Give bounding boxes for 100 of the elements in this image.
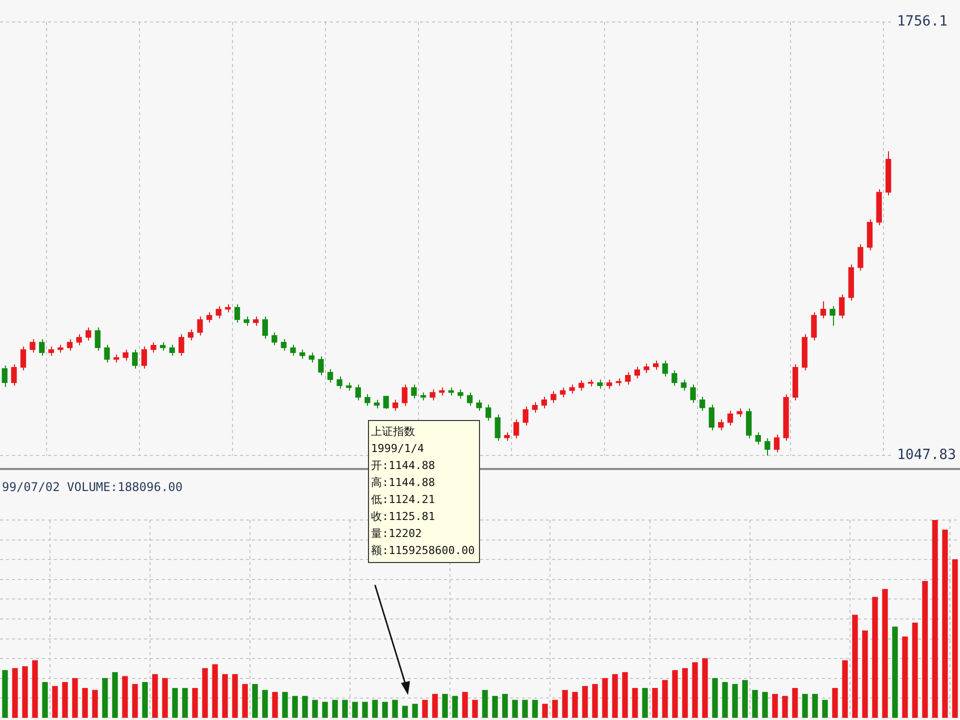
bar: [932, 520, 938, 718]
bar: [642, 688, 648, 718]
bar: [42, 682, 48, 718]
candlestick: [48, 346, 54, 356]
candlestick: [820, 300, 826, 319]
bar: [282, 692, 288, 718]
text: 低:1124.21: [371, 492, 436, 508]
candlestick: [486, 404, 492, 422]
candlestick: [402, 384, 408, 406]
bar: [572, 692, 578, 718]
bar: [32, 660, 38, 718]
bar: [522, 700, 528, 718]
bar: [52, 686, 58, 718]
candlestick: [755, 432, 761, 445]
bar: [482, 690, 488, 718]
candlestick: [560, 387, 566, 398]
bar: [692, 662, 698, 718]
bar: [502, 694, 508, 718]
bar: [92, 690, 98, 718]
annotation: 额:1159258600.00: [371, 543, 475, 559]
bar: [862, 630, 868, 718]
candlestick: [652, 360, 659, 370]
candlestick: [141, 346, 148, 370]
candlestick: [532, 402, 538, 414]
text: 开:1144.88: [371, 458, 436, 474]
bar: [312, 700, 318, 718]
bar: [632, 688, 638, 718]
candlestick: [336, 376, 342, 390]
bar: [242, 684, 248, 718]
bar: [752, 690, 758, 718]
candlestick: [169, 344, 175, 356]
candlestick: [364, 394, 370, 406]
candlestick: [718, 418, 724, 431]
bar: [422, 700, 428, 718]
bar: [822, 700, 828, 718]
text: 99/07/02 VOLUME:188096.00: [2, 480, 183, 494]
bar: [532, 700, 538, 718]
bar: [702, 658, 708, 718]
bar: [882, 588, 888, 718]
annotation: 上证指数: [371, 424, 416, 440]
candlestick: [466, 392, 473, 406]
candlestick: [94, 327, 100, 352]
candlestick: [327, 368, 334, 384]
bar: [512, 700, 518, 718]
candlestick: [299, 349, 306, 360]
candlestick: [132, 349, 138, 370]
candlestick: [699, 396, 706, 412]
candlestick: [318, 356, 324, 376]
bar: [292, 696, 298, 718]
candlestick: [104, 344, 110, 363]
bar: [102, 678, 108, 718]
candlestick: [494, 414, 500, 442]
bar: [332, 700, 338, 718]
bar: [352, 702, 358, 718]
bar: [2, 670, 8, 718]
text: 高:1144.88: [371, 475, 436, 491]
candlestick: [150, 342, 156, 354]
candlestick: [252, 316, 259, 326]
candlestick: [541, 396, 547, 409]
bar: [302, 696, 308, 718]
candlestick: [244, 316, 250, 326]
bar: [172, 688, 178, 718]
candlestick: [216, 306, 222, 319]
candlestick: [476, 399, 482, 412]
candlestick: [458, 388, 464, 400]
annotation: 量:12202: [371, 526, 423, 542]
bar: [202, 668, 208, 718]
bar: [672, 670, 678, 718]
bar: [262, 690, 268, 718]
candlestick: [11, 364, 17, 386]
candlestick: [774, 434, 780, 453]
bar: [222, 674, 228, 718]
bar: [872, 596, 878, 718]
candlestick: [272, 332, 278, 346]
bar: [842, 660, 848, 718]
bar: [442, 694, 448, 718]
bar: [212, 664, 218, 718]
bar: [732, 684, 738, 718]
candlestick: [392, 399, 398, 412]
y-tick-label: 1047.83: [897, 447, 956, 464]
candlestick: [522, 406, 528, 426]
bar: [372, 700, 378, 718]
bar: [622, 672, 628, 718]
candlestick: [290, 344, 296, 356]
candlestick: [569, 384, 575, 394]
candlestick: [234, 304, 240, 324]
candlestick: [606, 379, 612, 390]
candlestick: [86, 327, 92, 341]
candlestick: [764, 438, 770, 456]
y-tick-label: 1756.1: [897, 14, 948, 30]
bar: [432, 694, 438, 718]
bar: [712, 678, 718, 718]
bar: [392, 700, 398, 718]
bar: [252, 684, 258, 718]
candlestick: [550, 390, 556, 404]
bar: [582, 686, 588, 718]
candlestick: [634, 366, 640, 379]
bar: [192, 688, 198, 718]
bar: [852, 614, 858, 718]
bar: [912, 622, 918, 718]
